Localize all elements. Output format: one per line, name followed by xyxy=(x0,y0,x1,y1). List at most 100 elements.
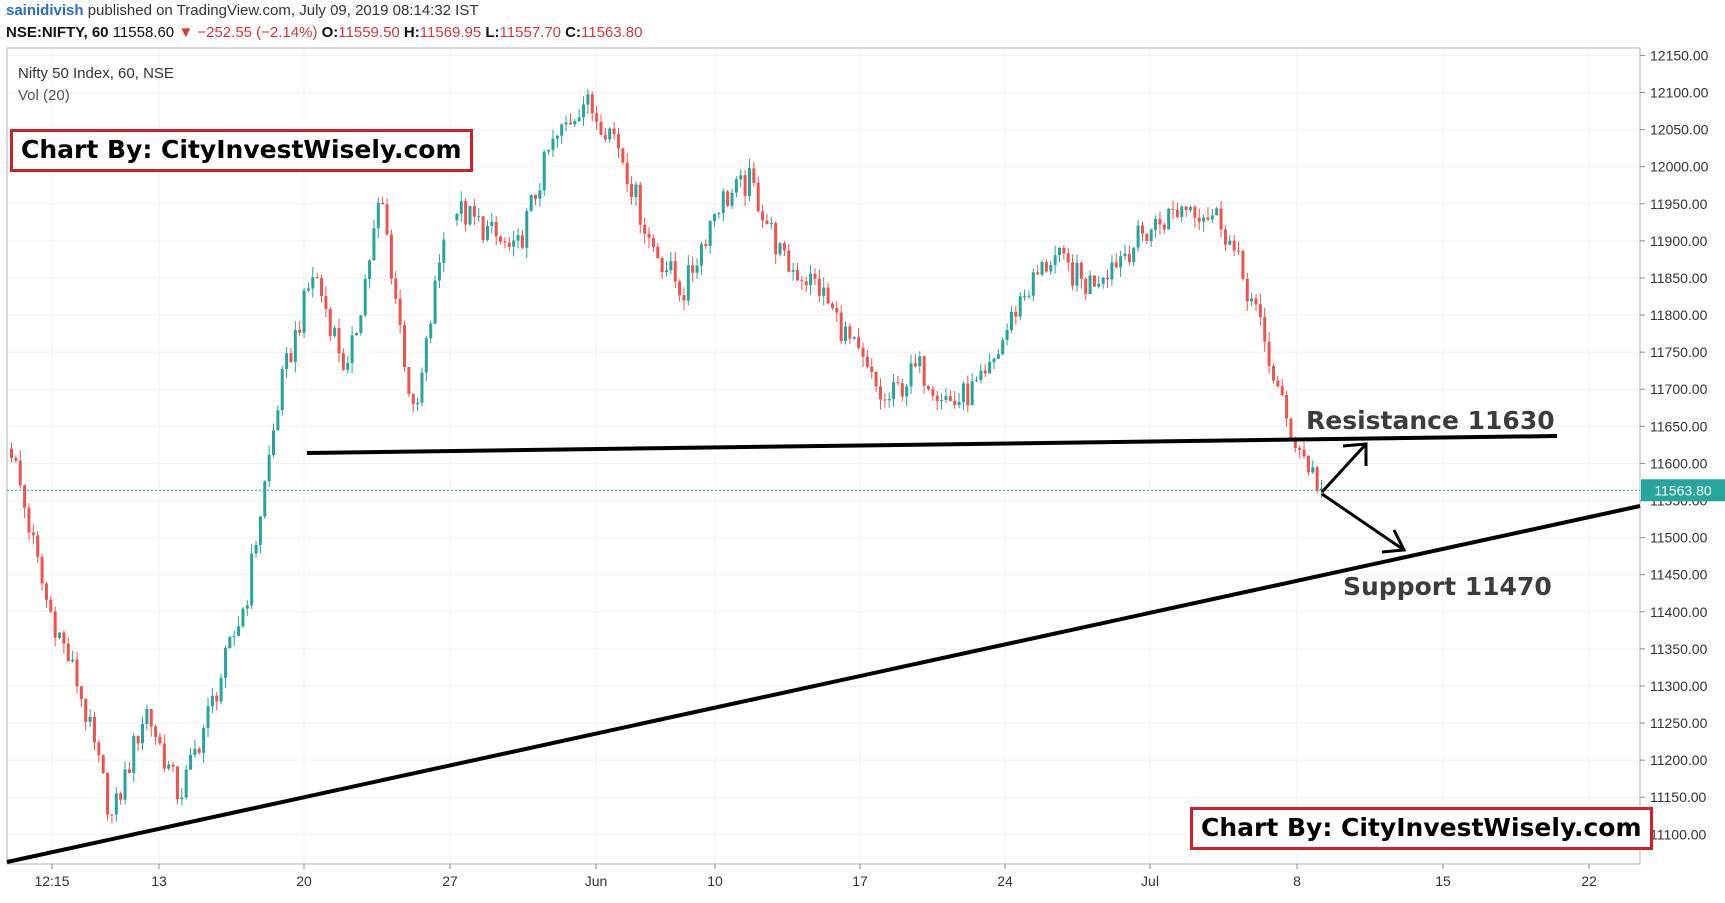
candle-body xyxy=(389,234,393,279)
candle-body xyxy=(219,677,223,702)
candle-body xyxy=(835,307,839,313)
candle-body xyxy=(328,308,332,337)
candle-body xyxy=(1210,215,1214,220)
candle-body xyxy=(883,399,887,401)
candle-body xyxy=(381,202,385,205)
candle-body xyxy=(40,556,44,584)
price-tick-label: 11450.00 xyxy=(1650,567,1708,583)
candle-body xyxy=(1027,295,1031,297)
candle-body xyxy=(1254,298,1258,305)
current-price-tag-bg xyxy=(1641,479,1725,502)
candle-body xyxy=(717,212,721,214)
support-label: Support 11470 xyxy=(1343,572,1552,601)
time-tick-label: 10 xyxy=(707,873,723,889)
candle-body xyxy=(1263,316,1267,342)
price-tick-label: 11100.00 xyxy=(1650,826,1707,842)
candle-body xyxy=(237,626,241,636)
candle-body xyxy=(1014,311,1018,317)
candle-body xyxy=(927,385,930,390)
candle-body xyxy=(75,659,79,687)
candle-body xyxy=(730,192,734,206)
candle-body xyxy=(852,337,856,339)
candle-body xyxy=(1228,240,1232,245)
candle-body xyxy=(935,395,939,402)
price-tick-label: 11850.00 xyxy=(1650,270,1708,286)
candle-body xyxy=(337,328,341,354)
candle-body xyxy=(1280,386,1284,395)
candle-body xyxy=(603,134,607,140)
candle-body xyxy=(529,194,533,211)
candle-body xyxy=(796,269,799,281)
candle-body xyxy=(119,793,123,800)
candle-body xyxy=(241,608,245,627)
candle-body xyxy=(36,535,40,557)
low-label: L: xyxy=(485,24,500,41)
candle-body xyxy=(394,278,398,299)
candle-body xyxy=(975,379,979,382)
candle-body xyxy=(23,485,27,508)
candle-body xyxy=(499,236,503,242)
candle-body xyxy=(1158,218,1162,225)
candle-body xyxy=(376,202,380,229)
candle-body xyxy=(14,457,18,461)
candle-body xyxy=(27,507,31,533)
candle-body xyxy=(1123,253,1127,257)
price-tick-label: 12050.00 xyxy=(1650,122,1709,138)
candle-body xyxy=(189,754,193,770)
candle-body xyxy=(800,280,804,282)
resistance-trendline[interactable] xyxy=(306,434,1558,455)
watermark-bottom: Chart By: CityInvestWisely.com xyxy=(1190,807,1653,850)
candle-body xyxy=(1005,330,1009,341)
candle-body xyxy=(905,386,909,397)
candle-body xyxy=(826,287,830,304)
candle-body xyxy=(861,347,865,357)
candle-body xyxy=(1097,283,1101,287)
candle-body xyxy=(892,382,896,399)
candle-body xyxy=(1062,247,1066,254)
candle-body xyxy=(1018,296,1022,317)
candle-body xyxy=(1140,225,1144,234)
candle-body xyxy=(848,326,852,339)
candle-body xyxy=(411,393,415,405)
current-price-tag: 11563.80 xyxy=(1641,479,1725,502)
candle-body xyxy=(206,706,210,728)
candle-body xyxy=(350,335,354,364)
price-tick-label: 11300.00 xyxy=(1650,678,1708,694)
price-change: −252.55 (−2.14%) xyxy=(197,24,318,41)
candle-body xyxy=(101,755,105,773)
candle-body xyxy=(507,242,511,247)
time-tick-label: 8 xyxy=(1293,873,1301,889)
candle-body xyxy=(918,356,922,367)
candle-body xyxy=(258,516,262,545)
candle-body xyxy=(782,243,786,251)
candle-body xyxy=(106,772,110,815)
candle-body xyxy=(372,228,376,261)
candle-body xyxy=(931,389,935,396)
candle-body xyxy=(1162,224,1166,230)
candle-body xyxy=(656,246,660,259)
candle-body xyxy=(560,124,564,136)
candle-body xyxy=(503,241,507,243)
candle-body xyxy=(983,370,987,374)
candle-body xyxy=(272,430,275,455)
candle-body xyxy=(1302,449,1306,457)
support-trendline[interactable] xyxy=(6,504,1641,864)
candle-body xyxy=(1206,217,1210,220)
candle-body xyxy=(311,277,315,289)
price-tick-label: 12150.00 xyxy=(1650,47,1709,63)
price-tick-label: 12000.00 xyxy=(1650,159,1709,175)
published-text: published on TradingView.com, July 09, 2… xyxy=(87,2,479,19)
author-link[interactable]: sainidivish xyxy=(6,2,84,19)
candle-body xyxy=(1127,253,1131,263)
price-tick-label: 11950.00 xyxy=(1650,196,1708,212)
candle-body xyxy=(346,363,350,370)
candle-body xyxy=(485,225,489,241)
candle-body xyxy=(682,295,686,301)
candle-body xyxy=(1036,272,1040,275)
candle-body xyxy=(874,371,878,387)
close-label: C: xyxy=(565,24,581,41)
candle-body xyxy=(804,281,808,286)
candle-body xyxy=(298,329,302,333)
candle-body xyxy=(621,148,625,163)
